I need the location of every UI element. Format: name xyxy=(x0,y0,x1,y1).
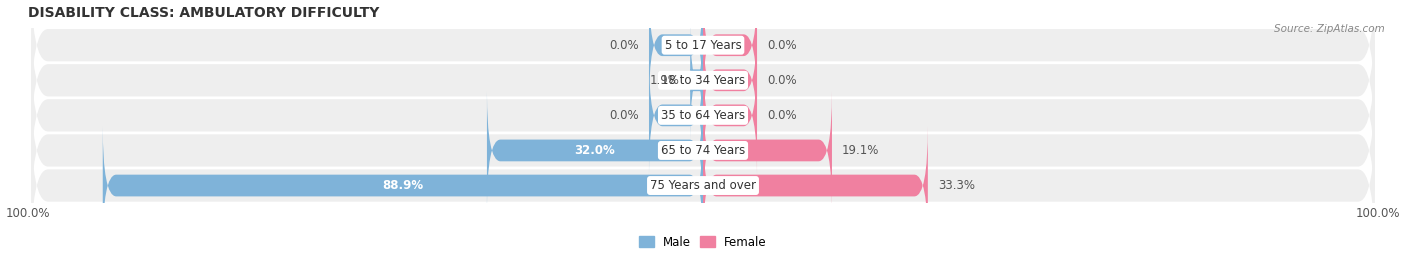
Text: 0.0%: 0.0% xyxy=(609,39,638,52)
FancyBboxPatch shape xyxy=(703,56,756,175)
Text: 33.3%: 33.3% xyxy=(938,179,974,192)
FancyBboxPatch shape xyxy=(31,44,1375,187)
Text: 0.0%: 0.0% xyxy=(768,39,797,52)
FancyBboxPatch shape xyxy=(486,91,703,210)
Text: 35 to 64 Years: 35 to 64 Years xyxy=(661,109,745,122)
Text: 1.9%: 1.9% xyxy=(650,74,681,87)
FancyBboxPatch shape xyxy=(650,56,703,175)
Legend: Male, Female: Male, Female xyxy=(634,231,772,253)
Text: 0.0%: 0.0% xyxy=(768,109,797,122)
Text: Source: ZipAtlas.com: Source: ZipAtlas.com xyxy=(1274,24,1385,34)
FancyBboxPatch shape xyxy=(31,9,1375,152)
FancyBboxPatch shape xyxy=(689,21,703,140)
FancyBboxPatch shape xyxy=(650,0,703,104)
Text: 0.0%: 0.0% xyxy=(768,74,797,87)
Text: 75 Years and over: 75 Years and over xyxy=(650,179,756,192)
Text: 5 to 17 Years: 5 to 17 Years xyxy=(665,39,741,52)
FancyBboxPatch shape xyxy=(31,0,1375,117)
FancyBboxPatch shape xyxy=(703,91,832,210)
Text: 88.9%: 88.9% xyxy=(382,179,423,192)
Text: 32.0%: 32.0% xyxy=(575,144,616,157)
Text: 65 to 74 Years: 65 to 74 Years xyxy=(661,144,745,157)
Text: 0.0%: 0.0% xyxy=(609,109,638,122)
FancyBboxPatch shape xyxy=(703,21,756,140)
Text: 18 to 34 Years: 18 to 34 Years xyxy=(661,74,745,87)
FancyBboxPatch shape xyxy=(703,126,928,245)
FancyBboxPatch shape xyxy=(31,114,1375,257)
Text: DISABILITY CLASS: AMBULATORY DIFFICULTY: DISABILITY CLASS: AMBULATORY DIFFICULTY xyxy=(28,6,380,20)
FancyBboxPatch shape xyxy=(703,0,756,104)
FancyBboxPatch shape xyxy=(31,79,1375,222)
FancyBboxPatch shape xyxy=(103,126,703,245)
Text: 19.1%: 19.1% xyxy=(842,144,880,157)
